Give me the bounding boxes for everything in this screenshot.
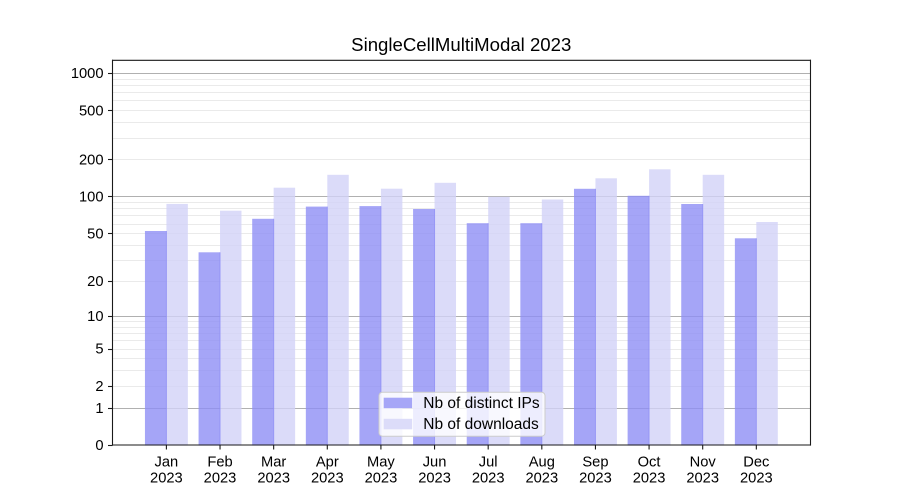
svg-text:Aug: Aug xyxy=(529,454,555,470)
svg-text:1: 1 xyxy=(95,401,103,417)
svg-text:Mar: Mar xyxy=(261,454,286,470)
svg-text:2023: 2023 xyxy=(418,471,451,487)
svg-text:2023: 2023 xyxy=(257,471,290,487)
svg-text:2023: 2023 xyxy=(525,471,558,487)
svg-text:5: 5 xyxy=(95,342,103,358)
svg-text:Feb: Feb xyxy=(207,454,232,470)
svg-text:Apr: Apr xyxy=(316,454,339,470)
svg-text:Nov: Nov xyxy=(690,454,717,470)
svg-text:500: 500 xyxy=(79,103,104,119)
svg-text:2023: 2023 xyxy=(686,471,719,487)
svg-text:50: 50 xyxy=(87,226,103,242)
svg-text:May: May xyxy=(367,454,395,470)
svg-text:Jun: Jun xyxy=(423,454,447,470)
svg-text:Dec: Dec xyxy=(743,454,769,470)
svg-text:Nb of distinct IPs: Nb of distinct IPs xyxy=(423,395,540,412)
svg-text:2023: 2023 xyxy=(633,471,666,487)
svg-text:2023: 2023 xyxy=(204,471,237,487)
svg-text:2023: 2023 xyxy=(579,471,612,487)
svg-text:200: 200 xyxy=(79,153,104,169)
svg-text:10: 10 xyxy=(87,309,103,325)
svg-text:2023: 2023 xyxy=(472,471,505,487)
svg-text:Jan: Jan xyxy=(155,454,179,470)
svg-text:2: 2 xyxy=(95,379,103,395)
svg-text:2023: 2023 xyxy=(365,471,398,487)
svg-text:Nb of downloads: Nb of downloads xyxy=(423,416,539,433)
svg-text:2023: 2023 xyxy=(150,471,183,487)
svg-text:Jul: Jul xyxy=(479,454,498,470)
svg-text:Sep: Sep xyxy=(582,454,608,470)
svg-text:100: 100 xyxy=(79,190,104,206)
svg-text:20: 20 xyxy=(87,274,103,290)
svg-text:SingleCellMultiModal 2023: SingleCellMultiModal 2023 xyxy=(351,34,571,55)
svg-text:2023: 2023 xyxy=(311,471,344,487)
svg-text:1000: 1000 xyxy=(71,66,104,82)
svg-text:2023: 2023 xyxy=(740,471,773,487)
svg-text:Oct: Oct xyxy=(638,454,661,470)
svg-text:0: 0 xyxy=(95,438,103,454)
